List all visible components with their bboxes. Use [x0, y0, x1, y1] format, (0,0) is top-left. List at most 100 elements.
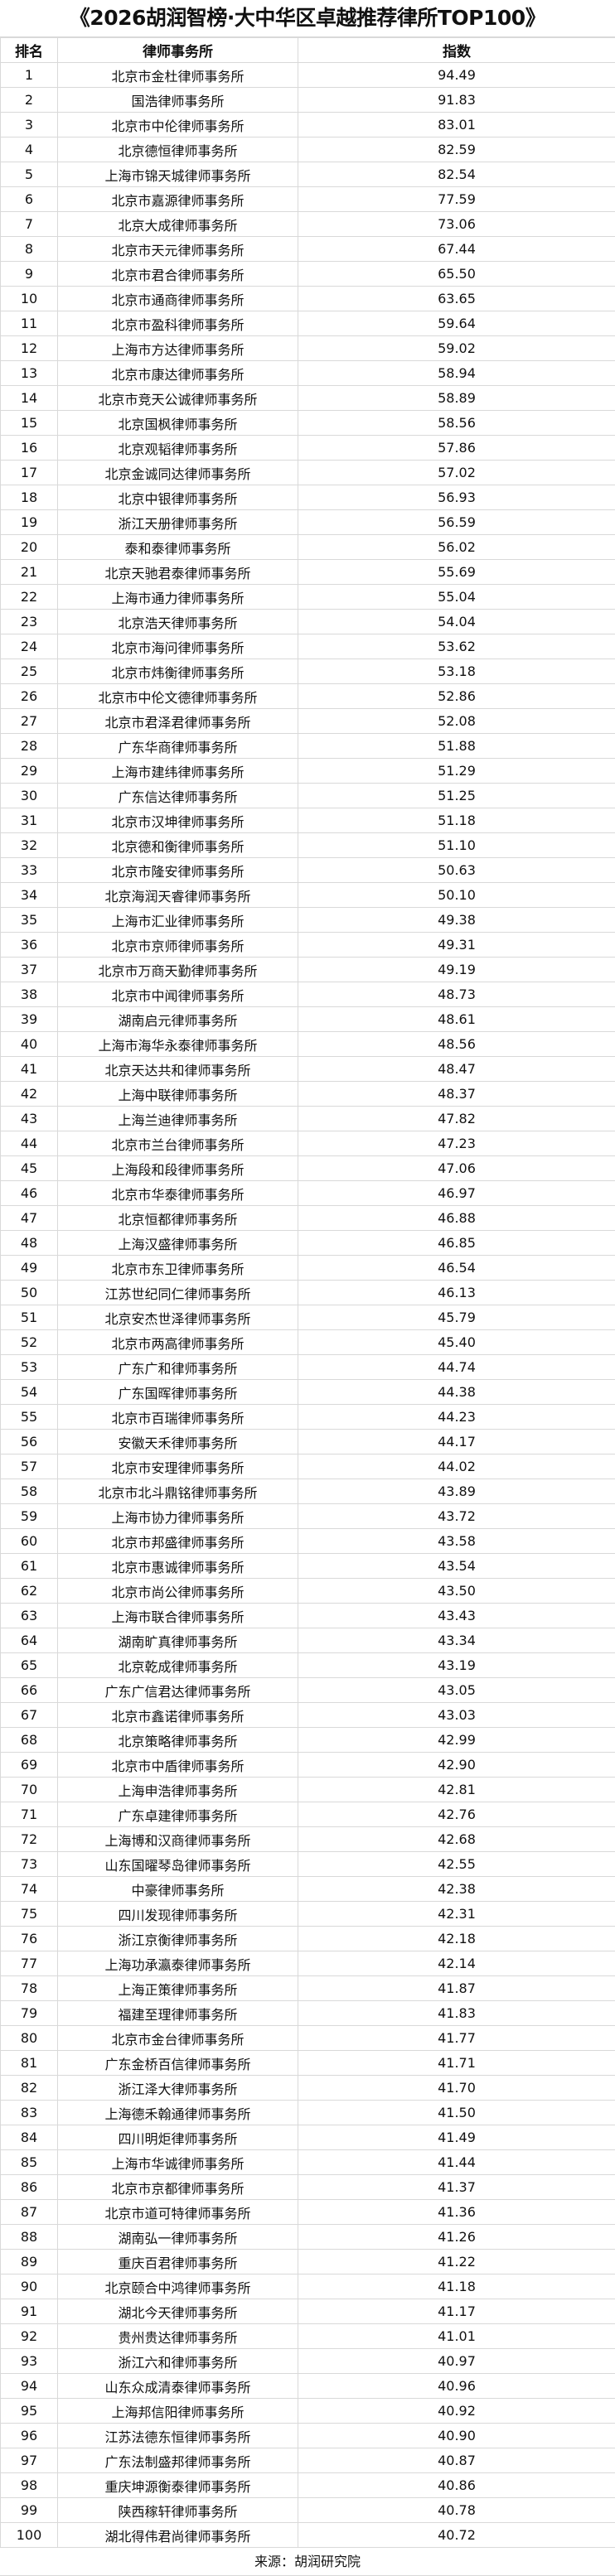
firm-cell: 北京乾成律师事务所 — [58, 1653, 298, 1678]
score-cell: 47.23 — [298, 1131, 615, 1156]
rank-cell: 41 — [1, 1057, 58, 1082]
score-cell: 40.86 — [298, 2473, 615, 2498]
firm-cell: 北京德恒律师事务所 — [58, 137, 298, 162]
rank-cell: 29 — [1, 759, 58, 784]
score-cell: 52.86 — [298, 684, 615, 709]
rank-cell: 79 — [1, 2001, 58, 2026]
score-cell: 44.17 — [298, 1430, 615, 1454]
score-cell: 94.49 — [298, 63, 615, 88]
score-cell: 52.08 — [298, 709, 615, 734]
firm-cell: 四川发现律师事务所 — [58, 1902, 298, 1927]
score-cell: 43.43 — [298, 1604, 615, 1628]
rank-cell: 54 — [1, 1380, 58, 1405]
rank-cell: 23 — [1, 610, 58, 634]
firm-cell: 北京浩天律师事务所 — [58, 610, 298, 634]
firm-cell: 泰和泰律师事务所 — [58, 535, 298, 560]
firm-cell: 江苏法德东恒律师事务所 — [58, 2424, 298, 2448]
firm-cell: 上海市通力律师事务所 — [58, 585, 298, 610]
score-cell: 51.10 — [298, 833, 615, 858]
rank-cell: 57 — [1, 1454, 58, 1479]
rank-cell: 97 — [1, 2448, 58, 2473]
score-cell: 40.97 — [298, 2349, 615, 2374]
score-cell: 67.44 — [298, 237, 615, 262]
score-cell: 41.70 — [298, 2076, 615, 2101]
score-cell: 51.25 — [298, 784, 615, 808]
score-cell: 41.26 — [298, 2225, 615, 2250]
firm-cell: 湖北今天律师事务所 — [58, 2299, 298, 2324]
firm-cell: 山东众成清泰律师事务所 — [58, 2374, 298, 2399]
firm-cell: 上海功承瀛泰律师事务所 — [58, 1951, 298, 1976]
score-cell: 43.89 — [298, 1479, 615, 1504]
firm-cell: 北京市鑫诺律师事务所 — [58, 1703, 298, 1728]
rank-cell: 48 — [1, 1231, 58, 1256]
score-cell: 41.18 — [298, 2275, 615, 2299]
rank-cell: 30 — [1, 784, 58, 808]
firm-cell: 浙江京衡律师事务所 — [58, 1927, 298, 1951]
firm-cell: 上海市方达律师事务所 — [58, 336, 298, 361]
score-cell: 53.18 — [298, 659, 615, 684]
firm-cell: 广东华商律师事务所 — [58, 734, 298, 759]
rank-cell: 86 — [1, 2175, 58, 2200]
firm-cell: 北京安杰世泽律师事务所 — [58, 1305, 298, 1330]
firm-cell: 广东金桥百信律师事务所 — [58, 2051, 298, 2076]
score-cell: 41.71 — [298, 2051, 615, 2076]
firm-cell: 北京恒都律师事务所 — [58, 1206, 298, 1231]
rank-cell: 1 — [1, 63, 58, 88]
firm-cell: 北京颐合中鸿律师事务所 — [58, 2275, 298, 2299]
rank-cell: 64 — [1, 1628, 58, 1653]
firm-cell: 北京市东卫律师事务所 — [58, 1256, 298, 1281]
header-score: 指数 — [298, 38, 615, 63]
rank-cell: 39 — [1, 1007, 58, 1032]
firm-cell: 广东卓建律师事务所 — [58, 1802, 298, 1827]
score-cell: 55.04 — [298, 585, 615, 610]
firm-cell: 陕西稼轩律师事务所 — [58, 2498, 298, 2523]
score-cell: 41.83 — [298, 2001, 615, 2026]
firm-cell: 北京市京师律师事务所 — [58, 933, 298, 958]
rank-cell: 81 — [1, 2051, 58, 2076]
rank-cell: 85 — [1, 2150, 58, 2175]
firm-cell: 北京市通商律师事务所 — [58, 287, 298, 311]
rank-cell: 80 — [1, 2026, 58, 2051]
firm-cell: 北京市竞天公诚律师事务所 — [58, 386, 298, 411]
score-cell: 63.65 — [298, 287, 615, 311]
rank-cell: 46 — [1, 1181, 58, 1206]
firm-cell: 北京市中伦文德律师事务所 — [58, 684, 298, 709]
rank-cell: 100 — [1, 2523, 58, 2548]
firm-cell: 北京市两高律师事务所 — [58, 1330, 298, 1355]
score-cell: 51.18 — [298, 808, 615, 833]
rank-cell: 99 — [1, 2498, 58, 2523]
firm-cell: 江苏世纪同仁律师事务所 — [58, 1281, 298, 1305]
header-rank: 排名 — [1, 38, 58, 63]
